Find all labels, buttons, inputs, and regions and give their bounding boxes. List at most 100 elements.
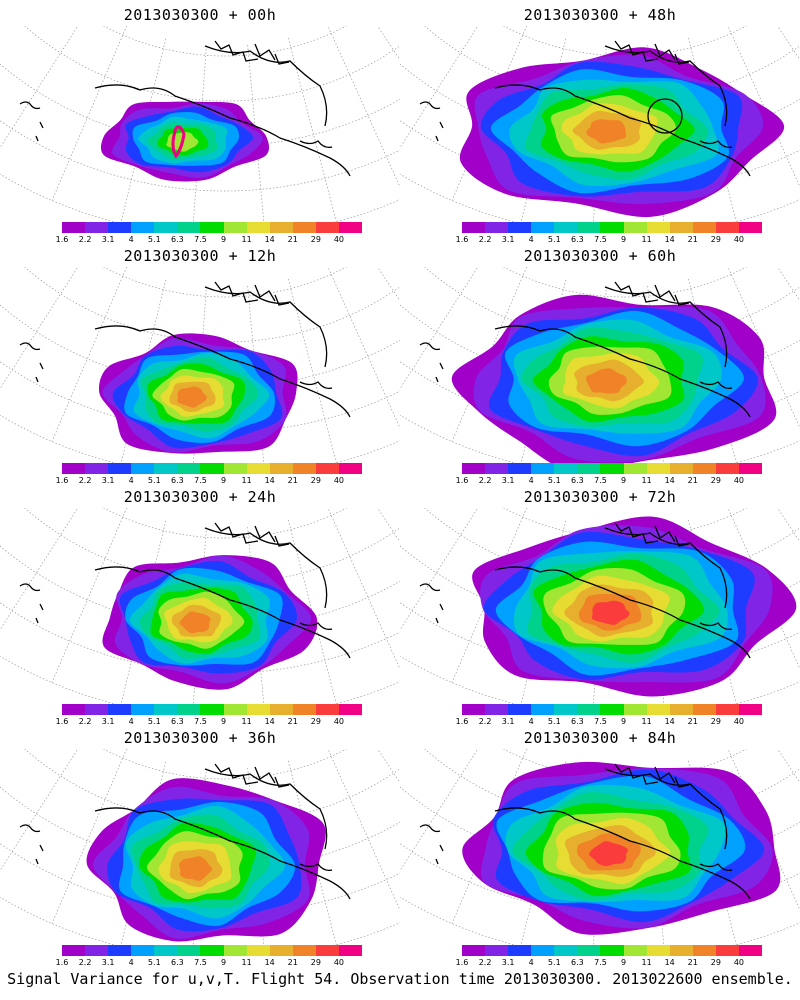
variance-map — [0, 749, 400, 945]
variance-field — [459, 47, 785, 218]
variance-map — [400, 26, 800, 222]
colorbar-swatch — [338, 945, 363, 956]
latitude-line — [0, 414, 400, 463]
colorbar-tick-label: 7.5 — [194, 235, 207, 244]
colorbar-tick-label: 14 — [264, 958, 275, 967]
colorbar-tick-label: 11 — [641, 958, 652, 967]
colorbar-swatch — [108, 945, 132, 956]
colorbar-tick-label: 6.3 — [171, 476, 184, 485]
colorbar-tick-label: 21 — [687, 476, 698, 485]
meridian-line — [377, 26, 400, 61]
colorbar-swatch — [485, 463, 509, 474]
colorbar-swatch — [554, 222, 578, 233]
meridian-line — [377, 267, 400, 302]
latitude-line — [400, 63, 800, 147]
colorbar-swatch — [554, 945, 578, 956]
colorbar-tick-label: 21 — [287, 717, 298, 726]
meridian-line — [777, 749, 800, 784]
latitude-line — [0, 173, 400, 222]
colorbar-swatch — [462, 222, 486, 233]
highlight-circle — [647, 98, 683, 134]
coastlines — [19, 763, 351, 900]
coastline — [494, 84, 751, 177]
colorbar-tick-label: 40 — [733, 235, 745, 244]
colorbar-tick-label: 21 — [287, 235, 298, 244]
colorbar-tick-label: 6.3 — [571, 235, 584, 244]
latitude-line — [400, 414, 800, 463]
colorbar-swatch — [623, 945, 647, 956]
colorbar-labels: 1.6 2.2 3.1 4 5.1 6.3 7.5 9 11 14 21 29 40 — [56, 717, 362, 727]
colorbar-tick-label: 7.5 — [594, 717, 607, 726]
colorbar-swatch — [692, 945, 716, 956]
coastline — [94, 566, 351, 659]
colorbar-swatch — [692, 463, 716, 474]
colorbar-swatch — [315, 463, 339, 474]
colorbar-tick-label: 2.2 — [478, 717, 492, 726]
meridian-line — [796, 749, 800, 841]
latitude-line — [24, 267, 400, 343]
colorbar-swatch — [131, 945, 155, 956]
colorbar-swatch — [315, 945, 339, 956]
latitude-line — [400, 843, 800, 915]
colorbar-tick-label: 21 — [687, 235, 698, 244]
contour-band — [586, 119, 627, 144]
meridian-line — [51, 749, 127, 924]
meridian-line — [400, 26, 479, 149]
colorbar-swatch — [531, 463, 555, 474]
colorbar-swatch — [108, 704, 132, 715]
colorbar-tick-label: 11 — [241, 958, 252, 967]
colorbar-tick-label: 29 — [710, 717, 721, 726]
colorbar-swatch — [554, 463, 578, 474]
colorbar-tick-label: 7.5 — [594, 235, 607, 244]
colorbar-swatch — [154, 222, 178, 233]
meridian-line — [327, 749, 400, 911]
colorbar-swatch — [600, 704, 624, 715]
colorbar-swatch — [669, 222, 693, 233]
colorbar-tick-label: 5.1 — [547, 235, 561, 244]
colorbar-tick-label: 4 — [128, 958, 134, 967]
coastline-east — [699, 381, 733, 390]
latitude-line — [24, 26, 400, 102]
variance-field — [451, 294, 777, 463]
variance-field — [462, 761, 781, 935]
colorbar-tick-label: 29 — [710, 235, 721, 244]
colorbar-swatch — [62, 463, 86, 474]
latitude-line — [400, 173, 800, 222]
meridian-line — [796, 508, 800, 600]
colorbar-tick-label: 5.1 — [147, 717, 161, 726]
colorbar-labels: 1.6 2.2 3.1 4 5.1 6.3 7.5 9 11 14 21 29 40 — [56, 958, 362, 968]
colorbar-swatch — [108, 222, 132, 233]
colorbar-tick-label: 11 — [641, 235, 652, 244]
colorbar-tick-label: 5.1 — [147, 476, 161, 485]
colorbar-swatch — [715, 222, 739, 233]
arctic-islands — [614, 281, 690, 306]
colorbar-tick-label: 5.1 — [547, 476, 561, 485]
meridian-line — [400, 508, 479, 631]
colorbar-tick-label: 7.5 — [194, 476, 207, 485]
latitude-line — [400, 786, 800, 870]
colorbar-swatch — [462, 463, 486, 474]
colorbar-tick-label: 5.1 — [547, 717, 561, 726]
meridian-line — [777, 267, 800, 302]
colorbar-tick-label: 3.1 — [501, 958, 515, 967]
meridian-line — [796, 267, 800, 359]
colorbar-tick-label: 6.3 — [571, 717, 584, 726]
colorbar — [62, 704, 363, 715]
colorbar-tick-label: 3.1 — [101, 717, 115, 726]
colorbar-tick-label: 7.5 — [594, 476, 607, 485]
coastline — [94, 325, 351, 418]
meridian-line — [400, 749, 479, 872]
meridian-line — [327, 26, 400, 188]
colorbar-swatch — [669, 945, 693, 956]
colorbar-swatch — [292, 704, 316, 715]
colorbar-tick-label: 40 — [733, 476, 745, 485]
colorbar-tick-label: 29 — [310, 235, 321, 244]
colorbar-swatch — [292, 945, 316, 956]
colorbar-swatch — [200, 463, 224, 474]
colorbar-tick-label: 1.6 — [455, 476, 469, 485]
variance-map — [0, 267, 400, 463]
colorbar-swatch — [531, 945, 555, 956]
colorbar-tick-label: 5.1 — [147, 958, 161, 967]
colorbar-swatch — [485, 222, 509, 233]
latitude-line — [0, 63, 400, 147]
